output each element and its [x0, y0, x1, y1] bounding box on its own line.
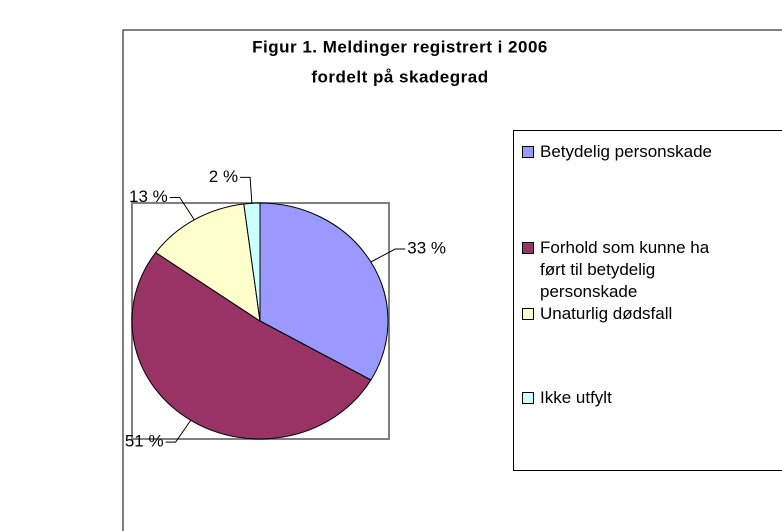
leader-line — [169, 196, 195, 221]
data-label: 51 % — [125, 432, 164, 451]
chart-title: fordelt på skadegrad — [311, 67, 488, 86]
chart-title: Figur 1. Meldinger registrert i 2006 — [252, 37, 548, 56]
legend-entry: Forhold som kunne ha ført til betydelig … — [522, 237, 782, 303]
legend: Betydelig personskade Forhold som kunne h… — [513, 130, 782, 471]
data-label: 2 % — [209, 167, 238, 186]
legend-label: Unaturlig dødsfall — [540, 304, 673, 323]
legend-swatch — [522, 146, 534, 158]
leader-line — [240, 176, 253, 204]
legend-label: Forhold som kunne ha ført til betydelig … — [540, 238, 710, 301]
legend-label: Ikke utfylt — [540, 388, 612, 407]
pie-slice — [259, 202, 389, 381]
legend-swatch — [522, 242, 534, 254]
legend-entry: Unaturlig dødsfall — [522, 303, 782, 325]
pie-slice — [131, 251, 372, 440]
legend-entry: Betydelig personskade — [522, 141, 782, 163]
data-label: 13 % — [129, 187, 168, 206]
leader-line — [165, 419, 192, 443]
legend-label: Betydelig personskade — [540, 142, 713, 161]
legend-entry: Ikke utfylt — [522, 387, 782, 409]
legend-swatch — [522, 308, 534, 320]
leader-line — [370, 248, 406, 263]
legend-swatch — [522, 392, 534, 404]
data-label: 33 % — [407, 239, 446, 258]
